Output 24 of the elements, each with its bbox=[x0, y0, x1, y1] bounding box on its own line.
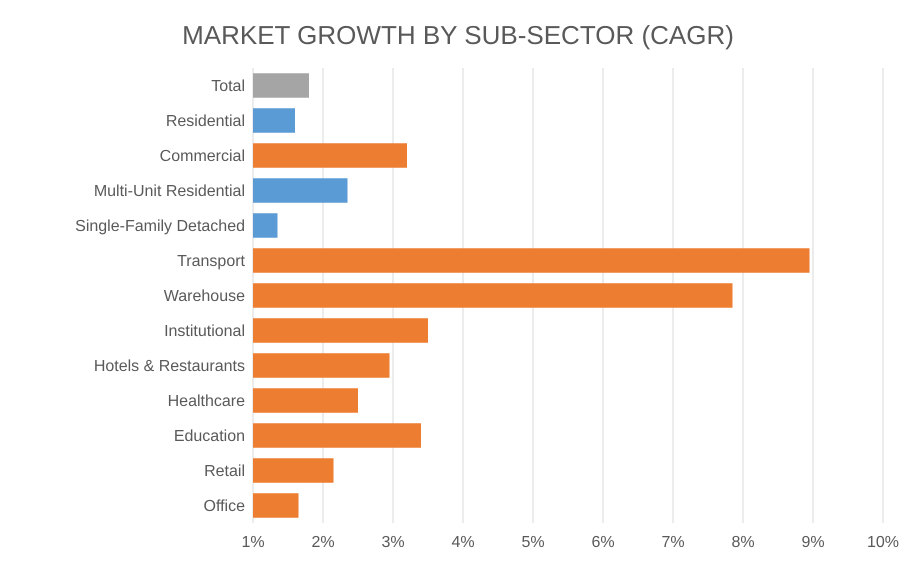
x-tick-label: 6% bbox=[591, 534, 615, 551]
y-tick-label: Single-Family Detached bbox=[75, 218, 245, 236]
x-tick-label: 4% bbox=[451, 534, 475, 551]
x-tick-label: 2% bbox=[311, 534, 335, 551]
x-tick-label: 8% bbox=[731, 534, 755, 551]
y-tick-label: Retail bbox=[204, 463, 245, 480]
y-tick-label: Education bbox=[174, 428, 245, 446]
chart-title: MARKET GROWTH BY SUB-SECTOR (CAGR) bbox=[182, 20, 734, 50]
y-tick-label: Healthcare bbox=[168, 393, 246, 410]
x-tick-label: 7% bbox=[661, 534, 685, 551]
x-tick-label: 10% bbox=[866, 534, 900, 551]
y-tick-label: Hotels & Restaurants bbox=[94, 358, 245, 376]
x-tick-label: 3% bbox=[381, 534, 405, 551]
y-tick-label: Commercial bbox=[160, 148, 245, 166]
y-tick-label: Multi-Unit Residential bbox=[94, 183, 245, 200]
y-tick-label: Institutional bbox=[164, 323, 245, 340]
x-tick-label: 5% bbox=[521, 534, 545, 551]
y-tick-label: Warehouse bbox=[164, 288, 246, 306]
y-tick-label: Transport bbox=[177, 253, 246, 270]
y-tick-label: Office bbox=[204, 498, 246, 516]
y-tick-label: Total bbox=[211, 78, 245, 96]
y-tick-label: Residential bbox=[166, 113, 245, 130]
x-tick-label: 1% bbox=[241, 534, 265, 551]
x-tick-label: 9% bbox=[801, 534, 825, 551]
